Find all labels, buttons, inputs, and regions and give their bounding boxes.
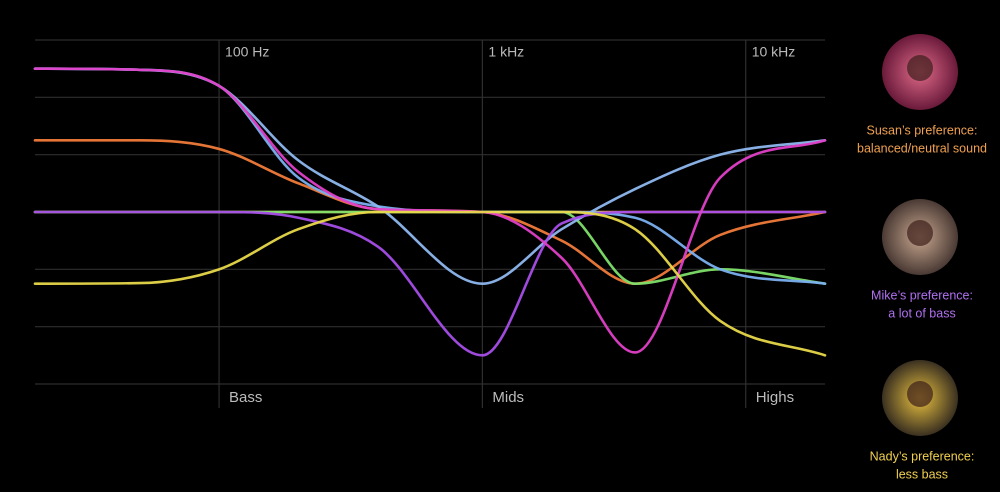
avatar-head <box>907 220 933 246</box>
curve <box>33 210 827 357</box>
x-tick-label: 100 Hz <box>225 44 269 60</box>
profile-caption: a lot of bass <box>888 306 955 320</box>
profile-caption: Mike’s preference: <box>871 288 973 302</box>
profile-caption: balanced/neutral sound <box>857 141 987 155</box>
avatar-head <box>907 55 933 81</box>
x-tick-label: 10 kHz <box>752 44 796 60</box>
x-tick-label: 1 kHz <box>488 44 524 60</box>
band-label: Highs <box>756 389 794 406</box>
curve <box>33 210 827 357</box>
profile-caption: Nady’s preference: <box>870 449 975 463</box>
profile-caption: less bass <box>896 467 948 481</box>
band-label: Bass <box>229 389 262 406</box>
avatar-head <box>907 381 933 407</box>
profile-caption: Susan’s preference: <box>867 123 978 137</box>
band-label: Mids <box>492 389 524 406</box>
